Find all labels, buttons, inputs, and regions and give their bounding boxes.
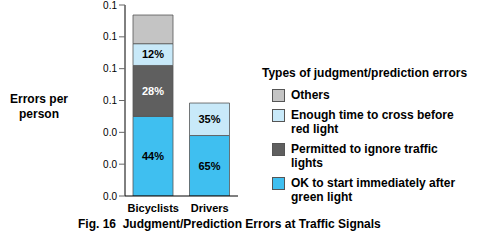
svg-text:44%: 44% xyxy=(142,150,164,162)
html-text:Others: Others xyxy=(291,88,330,102)
svg-text:0.1: 0.1 xyxy=(103,0,117,11)
svg-text:0.1: 0.1 xyxy=(103,95,117,106)
svg-text:12%: 12% xyxy=(142,48,164,60)
html-text:Fig. 16 Judgment/Prediction Er: Fig. 16 Judgment/Prediction Errors at Tr… xyxy=(78,217,381,231)
svg-text:0.1: 0.1 xyxy=(103,63,117,74)
html-text:OK to start immediately after: OK to start immediately after green ligh… xyxy=(291,176,455,204)
svg-text:0.1: 0.1 xyxy=(103,31,117,42)
svg-text:0.0: 0.0 xyxy=(103,127,117,138)
html-text:Errors per person: Errors per person xyxy=(10,92,68,121)
svg-text:0.0: 0.0 xyxy=(103,159,117,170)
svg-text:65%: 65% xyxy=(198,160,220,172)
svg-text:Drivers: Drivers xyxy=(191,202,229,214)
svg-text:28%: 28% xyxy=(142,85,164,97)
html-text:Types of judgment/prediction e: Types of judgment/prediction errors xyxy=(262,66,468,80)
svg-text:Bicyclists: Bicyclists xyxy=(128,202,179,214)
svg-text:35%: 35% xyxy=(198,113,220,125)
html-text:Enough time to cross before re: Enough time to cross before red light xyxy=(291,108,454,136)
svg-text:0.0: 0.0 xyxy=(103,191,117,202)
html-text:Permitted to ignore traffic li: Permitted to ignore traffic lights xyxy=(291,142,438,170)
